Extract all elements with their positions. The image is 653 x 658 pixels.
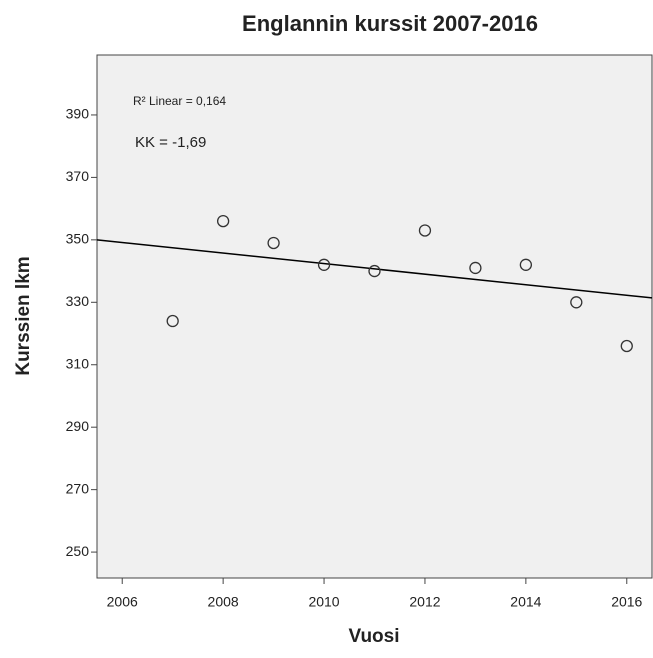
point xyxy=(267,236,280,250)
chart-title: Englannin kurssit 2007-2016 xyxy=(242,11,538,36)
y-tick-label: 310 xyxy=(66,355,90,371)
y-tick-label: 390 xyxy=(66,106,90,122)
point xyxy=(620,339,633,353)
x-tick-label: 2010 xyxy=(308,594,339,610)
y-tick-label: 290 xyxy=(66,418,90,434)
point xyxy=(418,224,432,237)
point xyxy=(317,258,331,271)
fit-line xyxy=(96,239,653,299)
y-tick-label: 350 xyxy=(66,231,90,247)
x-tick-label: 2016 xyxy=(611,594,642,610)
y-tick-label: 330 xyxy=(66,293,90,309)
point xyxy=(216,214,230,228)
point xyxy=(469,261,482,275)
y-tick-label: 270 xyxy=(66,480,90,496)
x-tick-label: 2014 xyxy=(510,594,541,610)
point xyxy=(368,264,381,278)
point xyxy=(570,296,583,309)
y-tick-label: 250 xyxy=(66,543,90,559)
point xyxy=(519,258,533,271)
y-tick-label: 370 xyxy=(66,168,90,184)
annotation: R² Linear = 0,164 xyxy=(133,94,226,108)
x-tick-label: 2012 xyxy=(409,594,440,610)
plot-area xyxy=(96,54,653,579)
x-tick-label: 2006 xyxy=(107,594,138,610)
y-axis-label: Kurssien lkm xyxy=(13,256,34,375)
x-tick-label: 2008 xyxy=(208,594,239,610)
x-axis-label: Vuosi xyxy=(348,626,399,647)
annotation: KK = -1,69 xyxy=(135,134,206,151)
point xyxy=(166,314,179,328)
